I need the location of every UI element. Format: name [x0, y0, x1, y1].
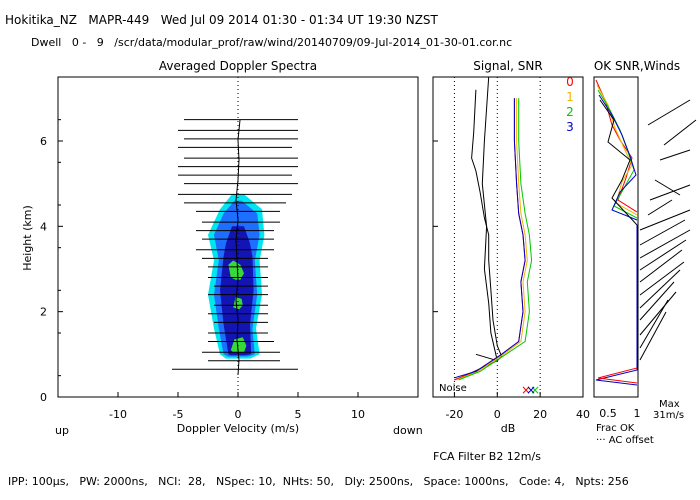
noise-marker-red: ×	[521, 383, 531, 397]
wind-barb-arrow	[649, 184, 691, 201]
signal-line-1	[456, 98, 528, 381]
fca-filter: FCA Filter B2 12m/s	[433, 450, 541, 463]
signal-series	[454, 76, 533, 381]
wind-barb-arrow	[654, 179, 681, 196]
wind-barb-arrow	[639, 291, 677, 336]
legend-entry-1: 1	[566, 90, 574, 104]
signal-title: Signal, SNR	[473, 59, 542, 73]
wind-barb-arrow	[639, 299, 669, 349]
ytick-label: 2	[40, 306, 47, 319]
max-value: 31m/s	[653, 410, 684, 421]
noise-marker-green: ×	[530, 383, 540, 397]
xtick-label: 5	[295, 408, 302, 421]
winds-xtick-05: 0.5	[599, 407, 617, 420]
signal-gridlines	[453, 77, 541, 397]
winds-title: OK SNR,Winds	[594, 59, 680, 73]
signal-line-3	[454, 98, 526, 379]
radar-parameters: IPP: 100μs, PW: 2000ns, NCI: 28, NSpec: …	[8, 475, 629, 488]
frac-ok-label: Frac OK	[596, 423, 635, 434]
winds-xtick-1: 1	[634, 407, 641, 420]
y-axis-label: Height (km)	[21, 205, 34, 271]
wind-barb-arrow	[639, 261, 685, 296]
wind-barb-arrow	[639, 249, 683, 283]
xtick-label: 10	[351, 408, 365, 421]
up-label: up	[55, 424, 69, 437]
wind-barb-arrow	[639, 219, 686, 246]
wind-barb-arrow	[647, 99, 691, 126]
dwell-path: Dwell 0 - 9 /scr/data/modular_prof/raw/w…	[31, 36, 513, 49]
signal-frame	[432, 76, 584, 398]
ok-line-black	[599, 99, 638, 226]
xtick-label: 0	[235, 408, 242, 421]
wind-barb-arrow	[659, 149, 691, 161]
noise-marker-blue: ×	[526, 383, 536, 397]
signal-line-2	[458, 98, 533, 381]
wind-barb-arrow	[639, 281, 675, 321]
winds-frame	[593, 76, 639, 398]
doppler-xticks: -10 -5 0 5 10	[109, 392, 365, 421]
wind-barb-arrow	[639, 239, 687, 271]
signal-xtick-label: -20	[445, 408, 463, 421]
signal-line-signal	[454, 89, 503, 381]
legend-entry-0: 0	[566, 75, 574, 89]
noise-label: Noise	[439, 383, 467, 394]
xtick-label: -10	[109, 408, 127, 421]
frac-ok-line-red	[597, 367, 638, 384]
ok-line-3	[598, 94, 638, 221]
doppler-contours	[208, 194, 265, 359]
ok-line-2	[597, 89, 638, 219]
legend-entry-2: 2	[566, 105, 574, 119]
doppler-spectral-width-bars	[172, 119, 298, 370]
signal-xticks: -20 0 20 40	[445, 392, 590, 421]
wind-barb-arrow	[639, 311, 667, 361]
snr-contour	[228, 260, 244, 280]
signal-xtick-label: 40	[576, 408, 590, 421]
ytick-label: 6	[40, 135, 47, 148]
snr-contour	[230, 337, 247, 353]
chart-title: Hokitika_NZ MAPR-449 Wed Jul 09 2014 01:…	[5, 13, 438, 27]
wind-barb-arrow	[639, 269, 681, 309]
wind-barb-arrow	[647, 199, 673, 216]
wind-barbs	[639, 99, 697, 361]
signal-xtick-label: 20	[533, 408, 547, 421]
xtick-label: -5	[173, 408, 184, 421]
wind-barb-arrow	[639, 209, 691, 231]
doppler-yticks: 0 2 4 6	[40, 119, 438, 404]
x-axis-label: Doppler Velocity (m/s)	[177, 422, 299, 435]
ac-offset-label: ··· AC offset	[596, 435, 654, 446]
signal-line-noise	[475, 76, 498, 362]
legend-entry-3: 3	[566, 120, 574, 134]
max-label: Max	[659, 399, 680, 410]
ytick-label: 4	[40, 220, 47, 233]
ok-snr-lines	[595, 79, 638, 386]
wind-barb-arrow	[663, 119, 697, 146]
frac-ok-line	[595, 225, 638, 386]
ytick-label: 0	[40, 391, 47, 404]
signal-x-label: dB	[501, 422, 516, 435]
down-label: down	[393, 424, 423, 437]
signal-xtick-label: 0	[494, 408, 501, 421]
wind-barb-arrow	[639, 229, 691, 259]
doppler-title: Averaged Doppler Spectra	[159, 59, 317, 73]
mean-velocity-line	[235, 119, 241, 376]
